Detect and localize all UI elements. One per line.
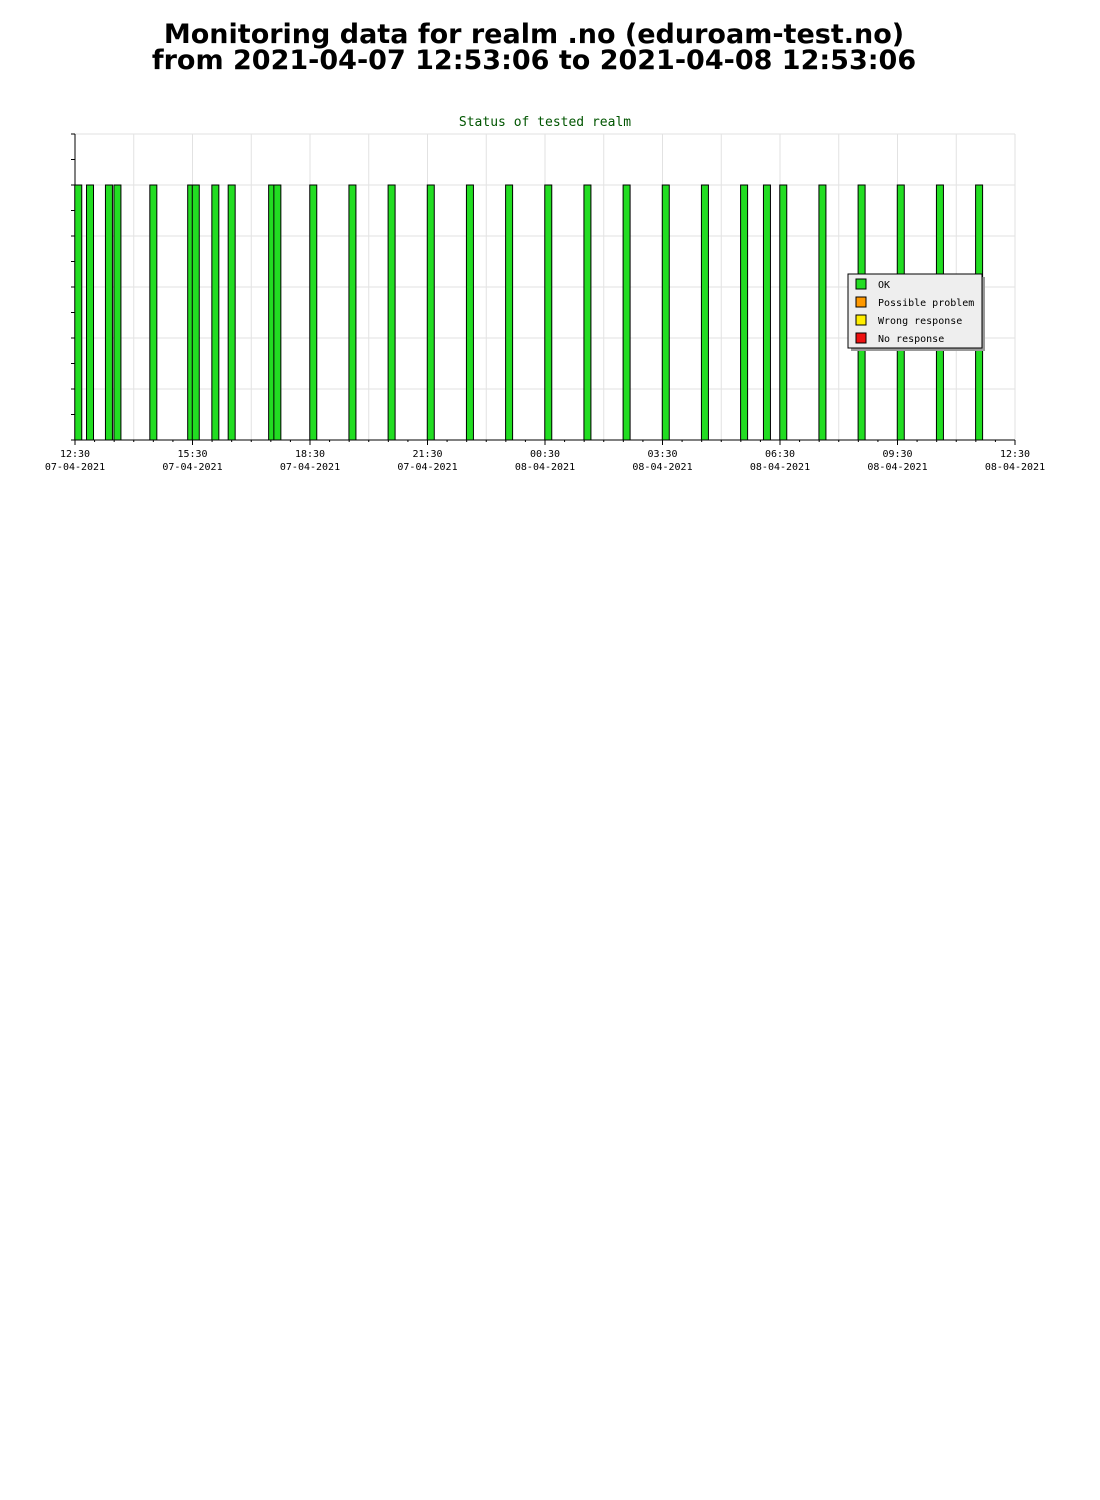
- x-tick-label-date: 08-04-2021: [985, 462, 1045, 473]
- legend-swatch-no-response: [855, 332, 867, 344]
- bar-ok: [227, 184, 236, 441]
- legend-swatch-possible-problem: [855, 296, 867, 308]
- legend-label-ok: OK: [878, 280, 890, 291]
- x-tick-label-date: 08-04-2021: [867, 462, 927, 473]
- bar-ok: [191, 184, 200, 441]
- bar-ok: [740, 184, 749, 441]
- bar-ok: [700, 184, 709, 441]
- bar-ok: [818, 184, 827, 441]
- bar-ok: [74, 184, 83, 441]
- x-tick-label-date: 08-04-2021: [750, 462, 810, 473]
- x-tick-label-time: 12:30: [60, 449, 90, 460]
- status-chart: Status of tested realm 12:30 07-04-2021 15:…: [45, 115, 1045, 473]
- bar-ok: [273, 184, 282, 441]
- x-tick-label-time: 15:30: [177, 449, 207, 460]
- x-tick-label-date: 07-04-2021: [280, 462, 340, 473]
- bar-ok: [387, 184, 396, 441]
- chart-title: Status of tested realm: [459, 115, 631, 130]
- x-tick-label-time: 12:30: [1000, 449, 1030, 460]
- x-tick-label-time: 09:30: [882, 449, 912, 460]
- x-tick-label-date: 08-04-2021: [632, 462, 692, 473]
- bar-ok: [544, 184, 553, 441]
- bar-ok: [149, 184, 158, 441]
- bar-ok: [104, 184, 113, 441]
- bar-ok: [211, 184, 220, 441]
- legend-swatch-wrong-response: [855, 314, 867, 326]
- bar-ok: [309, 184, 318, 441]
- x-tick-label-date: 07-04-2021: [162, 462, 222, 473]
- bar-ok: [661, 184, 670, 441]
- bar-ok: [779, 184, 788, 441]
- legend-label-possible-problem: Possible problem: [878, 298, 974, 309]
- bar-ok: [505, 184, 514, 441]
- page-title-line2: from 2021-04-07 12:53:06 to 2021-04-08 1…: [151, 45, 917, 76]
- page-title-line1: Monitoring data for realm .no (eduroam-t…: [163, 19, 905, 50]
- legend-label-wrong-response: Wrong response: [878, 316, 962, 327]
- x-tick-label-time: 06:30: [765, 449, 795, 460]
- bar-ok: [465, 184, 474, 441]
- legend-box: [847, 273, 983, 349]
- x-tick-label-date: 07-04-2021: [397, 462, 457, 473]
- bar-ok: [348, 184, 357, 441]
- x-tick-label-time: 21:30: [412, 449, 442, 460]
- bar-ok: [113, 184, 122, 441]
- legend-swatch-ok: [855, 278, 867, 290]
- page-title: Monitoring data for realm .no (eduroam-t…: [0, 19, 1068, 76]
- x-tick-label-date: 08-04-2021: [515, 462, 575, 473]
- bar-ok: [86, 184, 95, 441]
- bar-ok: [762, 184, 771, 441]
- bar-ok: [583, 184, 592, 441]
- x-tick-label-time: 03:30: [647, 449, 677, 460]
- x-tick-label-time: 00:30: [530, 449, 560, 460]
- bar-ok: [622, 184, 631, 441]
- x-tick-label-time: 18:30: [295, 449, 325, 460]
- x-tick-label-date: 07-04-2021: [45, 462, 105, 473]
- bar-ok: [426, 184, 435, 441]
- legend-label-no-response: No response: [878, 334, 944, 345]
